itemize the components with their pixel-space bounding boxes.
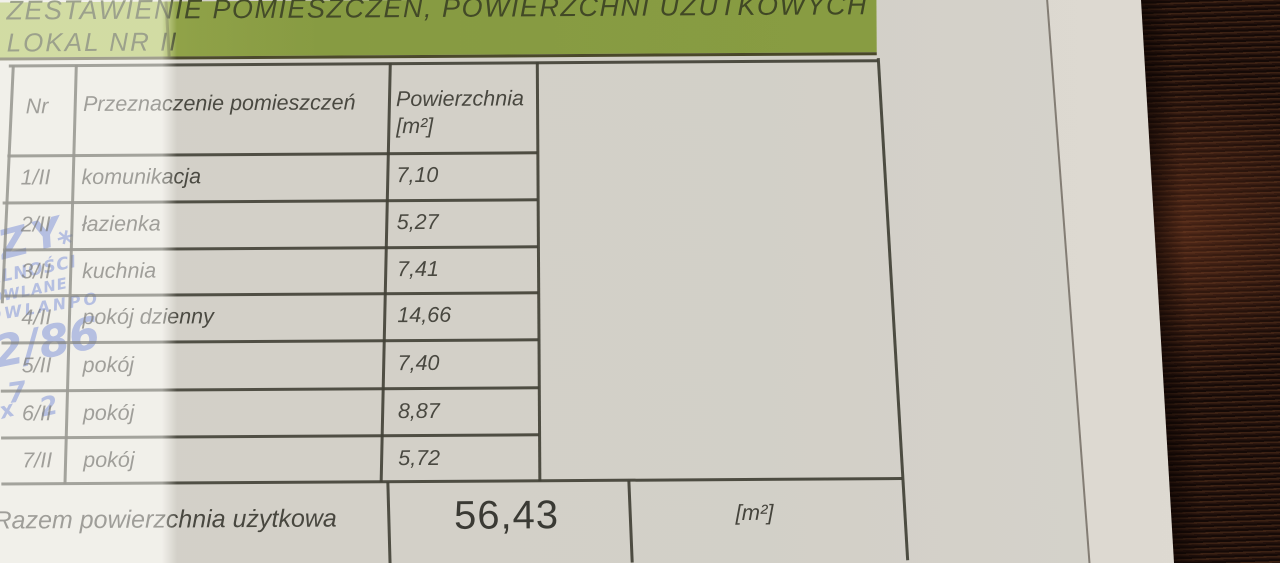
table-row: 3/II kuchnia 7,41 — [0, 244, 880, 295]
total-area-value: 56,43 — [453, 493, 560, 538]
row-nr: 7/II — [22, 448, 53, 473]
document-subtitle: LOKAL NR II — [6, 26, 179, 58]
table-row: 2/II łazienka 5,27 — [0, 197, 880, 248]
row-area-value: 7,41 — [396, 256, 439, 282]
table-border-top — [8, 59, 878, 68]
table-row: 1/II komunikacja 7,10 — [0, 150, 880, 201]
column-header-nr: Nr — [25, 94, 49, 119]
table-border-right — [876, 58, 909, 561]
column-header-area: Powierzchnia [m²] — [396, 85, 524, 140]
row-room-name: pokój dzienny — [82, 304, 214, 330]
total-area-unit: [m²] — [735, 499, 774, 526]
row-room-name: kuchnia — [81, 258, 157, 284]
row-room-name: komunikacja — [81, 164, 202, 190]
total-label: Razem powierzchnia użytkowa — [0, 504, 337, 535]
table-row: 5/II pokój 7,40 — [1, 338, 881, 389]
column-header-area-label: Powierzchnia — [395, 86, 524, 112]
row-room-name: pokój — [82, 400, 135, 426]
row-nr: 1/II — [20, 165, 51, 190]
column-header-room: Przeznaczenie pomieszczeń — [82, 90, 356, 117]
table-row: 4/II pokój dzienny 14,66 — [0, 290, 880, 341]
column-header-area-unit: [m²] — [396, 113, 434, 139]
row-room-name: łazienka — [81, 211, 161, 237]
row-room-name: pokój — [83, 447, 135, 473]
row-area-value: 8,87 — [397, 398, 440, 424]
row-area-value: 14,66 — [397, 302, 452, 328]
table-title-band: ZESTAWIENIE POMIESZCZEŃ, POWIERZCHNI UŻU… — [0, 0, 877, 61]
document-title: ZESTAWIENIE POMIESZCZEŃ, POWIERZCHNI UŻU… — [6, 0, 869, 26]
row-area-value: 7,10 — [396, 162, 439, 188]
row-area-value: 5,27 — [396, 209, 439, 235]
table-row: 7/II pokój 5,72 — [1, 433, 881, 484]
row-area-value: 5,72 — [398, 445, 441, 471]
table-row: 6/II pokój 8,87 — [1, 386, 881, 437]
row-area-value: 7,40 — [397, 350, 440, 376]
